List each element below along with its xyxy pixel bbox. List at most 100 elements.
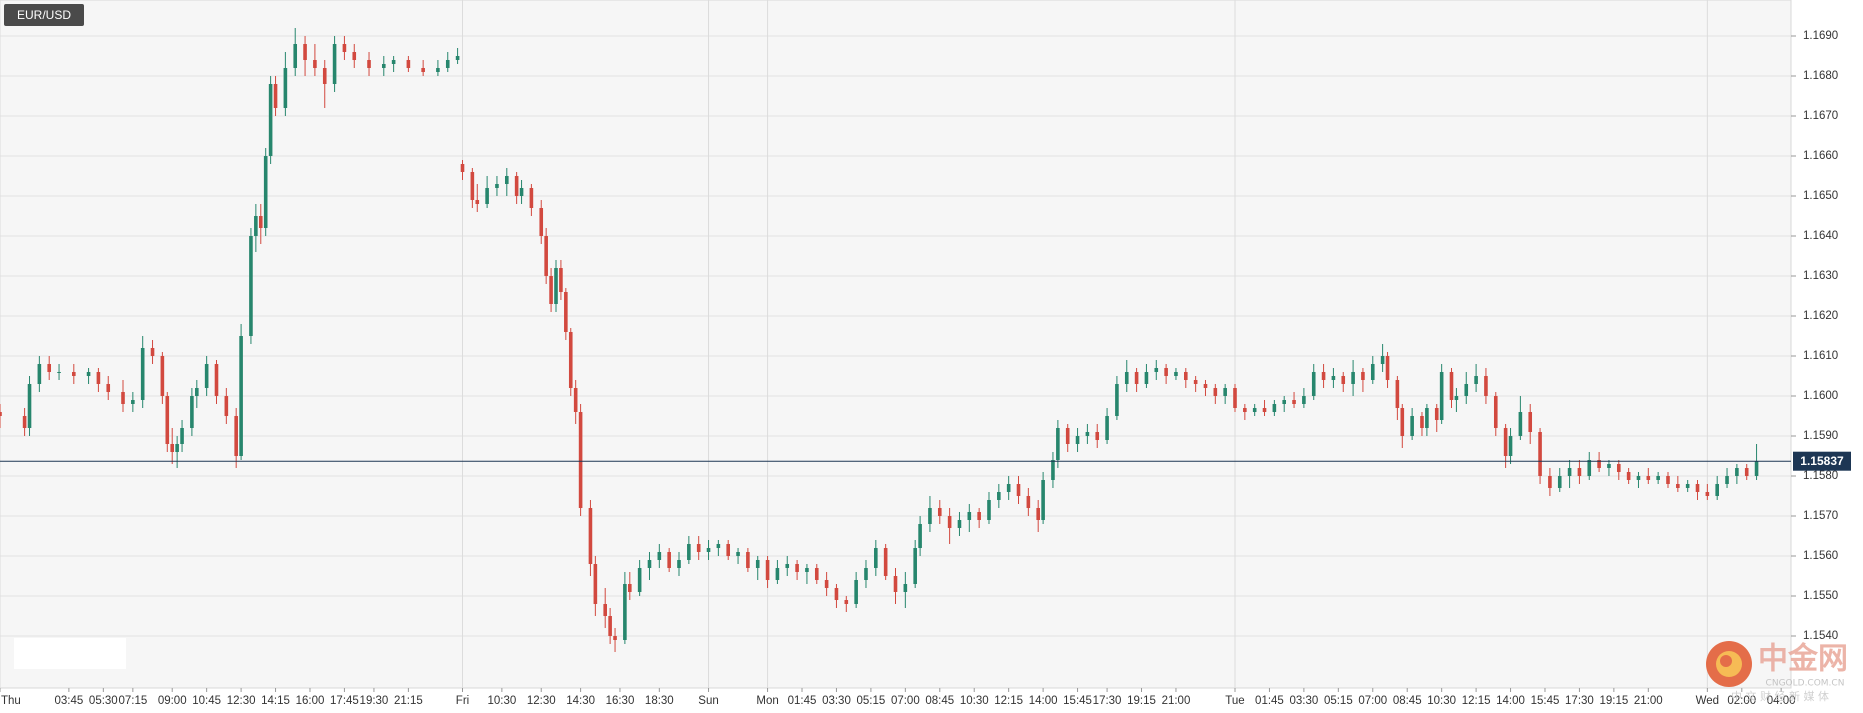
y-tick-label: 1.1620: [1803, 310, 1838, 322]
candle-body: [1715, 484, 1719, 496]
candle-body: [1124, 372, 1129, 384]
candle-body: [667, 552, 671, 568]
candle-body: [913, 548, 917, 584]
x-tick-label: Mon: [756, 695, 778, 707]
candle-body: [588, 508, 593, 564]
candle-body: [180, 428, 184, 444]
x-tick-label: 17:30: [1565, 695, 1594, 707]
candle-body: [1420, 416, 1424, 428]
candle-body: [903, 584, 908, 592]
y-tick-label: 1.1540: [1803, 630, 1838, 642]
candle-body: [623, 584, 627, 640]
y-tick-label: 1.1630: [1803, 270, 1838, 282]
x-tick-label: Tue: [1225, 695, 1244, 707]
x-tick-label: 17:30: [1093, 695, 1122, 707]
candle-body: [1705, 492, 1710, 496]
candle-body: [391, 60, 396, 64]
candle-body: [628, 584, 632, 592]
candle-body: [1607, 464, 1611, 468]
x-tick-label: 19:15: [1127, 695, 1156, 707]
candle-body: [603, 604, 608, 616]
x-tick-label: 07:00: [891, 695, 920, 707]
candle-body: [1183, 372, 1188, 380]
candle-body: [1695, 484, 1700, 492]
candle-body: [406, 60, 411, 68]
x-tick-label: 15:45: [1063, 695, 1092, 707]
x-tick-label: 10:30: [1427, 695, 1456, 707]
candle-body: [470, 172, 475, 200]
candle-body: [1528, 412, 1533, 432]
candle-body: [1006, 484, 1011, 492]
candle-body: [716, 544, 721, 548]
x-tick-label: 14:00: [1496, 695, 1525, 707]
candle-body: [342, 44, 347, 52]
x-tick-label: 12:30: [227, 695, 256, 707]
candle-body: [549, 276, 553, 304]
x-tick-label: 14:30: [566, 695, 595, 707]
candle-body: [504, 176, 509, 184]
candle-body: [1410, 416, 1414, 436]
candle-body: [1503, 428, 1508, 456]
x-tick-label: 14:15: [261, 695, 290, 707]
candle-body: [746, 552, 750, 568]
candle-body: [283, 68, 288, 108]
y-tick-label: 1.1600: [1803, 390, 1838, 402]
candle-body: [637, 568, 642, 592]
candle-body: [559, 268, 563, 292]
candle-body: [977, 512, 981, 520]
symbol-badge: [4, 4, 84, 26]
candle-body: [160, 356, 165, 396]
candle-body: [263, 156, 268, 228]
candle-body: [1272, 404, 1277, 412]
x-tick-label: 07:00: [1358, 695, 1387, 707]
candle-body: [455, 56, 460, 60]
candle-body: [805, 568, 809, 572]
candle-body: [1252, 408, 1257, 412]
candle-body: [495, 184, 499, 188]
candle-body: [1065, 428, 1070, 444]
x-tick-label: 21:15: [394, 695, 423, 707]
candle-body: [1646, 476, 1651, 480]
x-tick-label: 07:15: [118, 695, 147, 707]
x-tick-label: 21:00: [1634, 695, 1663, 707]
x-tick-label: 16:00: [296, 695, 325, 707]
candle-body: [96, 372, 101, 384]
candle-body: [214, 364, 219, 396]
candle-body: [106, 384, 111, 392]
x-tick-label: 21:00: [1162, 695, 1191, 707]
candle-body: [1676, 484, 1680, 488]
candle-body: [696, 544, 701, 552]
candle-body: [0, 412, 2, 416]
candle-body: [529, 188, 534, 208]
candle-body: [72, 372, 76, 376]
candle-body: [1508, 436, 1513, 456]
x-tick-label: 12:15: [994, 695, 1023, 707]
x-tick-label: 12:30: [527, 695, 556, 707]
x-tick-label: 12:15: [1462, 695, 1491, 707]
y-tick-label: 1.1680: [1803, 70, 1838, 82]
candle-body: [795, 564, 799, 572]
candle-body: [1474, 376, 1478, 384]
candle-body: [1292, 400, 1296, 404]
candle-body: [1548, 476, 1552, 488]
y-tick-label: 1.1610: [1803, 350, 1838, 362]
x-tick-label: 05:15: [857, 695, 886, 707]
candle-body: [1666, 476, 1670, 484]
candle-body: [785, 564, 790, 568]
candle-body: [1036, 508, 1040, 520]
candle-body: [1311, 372, 1316, 396]
candle-body: [677, 560, 681, 568]
x-tick-label: 03:45: [54, 695, 83, 707]
candle-body: [775, 568, 780, 580]
candle-body: [1193, 380, 1198, 384]
candle-body: [844, 600, 849, 604]
candle-body: [1134, 372, 1139, 384]
x-tick-label: Thu: [1, 695, 21, 707]
candle-body: [1385, 356, 1390, 380]
candle-body: [303, 44, 307, 60]
candle-body: [647, 560, 652, 568]
candle-body: [554, 268, 558, 304]
candle-body: [1425, 408, 1429, 428]
